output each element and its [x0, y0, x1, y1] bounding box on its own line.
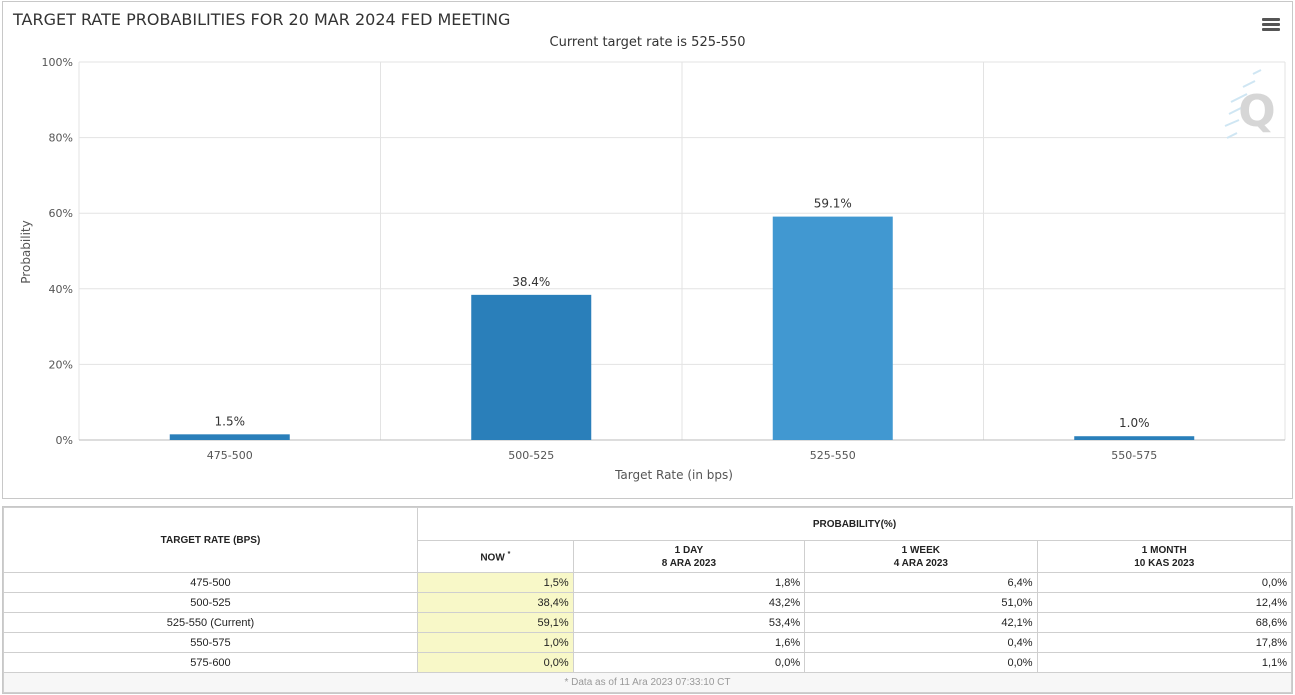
now-marker: *: [507, 551, 511, 559]
probability-table-panel: TARGET RATE (BPS) PROBABILITY(%) NOW * 1…: [2, 506, 1293, 694]
one-month-value: 68,6%: [1036, 612, 1293, 633]
data-label: 59.1%: [814, 197, 852, 211]
one-month-value: 1,1%: [1036, 652, 1293, 673]
chart-menu-button[interactable]: [1262, 18, 1280, 34]
watermark-letter: Q: [1238, 86, 1275, 137]
bar-chart: 0% 20% 40% 60% 80% 100% 1.5% 475-500 38.4% 500-52…: [19, 56, 1286, 482]
x-tick-label: 475-500: [207, 449, 253, 462]
one-month-value: 17,8%: [1036, 632, 1293, 653]
data-timestamp-footer: * Data as of 11 Ara 2023 07:33:10 CT: [3, 672, 1292, 693]
now-value: 1,5%: [416, 572, 574, 593]
bar-525-550: [772, 216, 893, 440]
x-tick-label: 500-525: [508, 449, 554, 462]
now-value: 59,1%: [416, 612, 574, 633]
one-week-value: 42,1%: [804, 612, 1038, 633]
one-month-header: 1 MONTH 10 KAS 2023: [1036, 540, 1293, 573]
one-month-value: 0,0%: [1036, 572, 1293, 593]
rate-cell-label: 525-550 (Current): [3, 612, 418, 633]
one-month-value: 12,4%: [1036, 592, 1293, 613]
one-week-header: 1 WEEK 4 ARA 2023: [804, 540, 1038, 573]
table-row: 525-550 (Current) 59,1% 53,4% 42,1% 68,6%: [3, 612, 1293, 633]
bar-500-525: [471, 294, 592, 440]
chart-title: TARGET RATE PROBABILITIES FOR 20 MAR 202…: [13, 10, 511, 29]
one-day-value: 0,0%: [572, 652, 806, 673]
chart-subtitle: Current target rate is 525-550: [549, 35, 746, 50]
data-label: 1.5%: [215, 414, 246, 428]
bar-550-575: [1074, 436, 1195, 440]
probability-table: TARGET RATE (BPS) PROBABILITY(%) NOW * 1…: [3, 507, 1293, 693]
one-day-value: 43,2%: [572, 592, 806, 613]
y-tick-label: 60%: [49, 207, 73, 220]
y-tick-label: 100%: [42, 56, 73, 69]
one-week-value: 0,0%: [804, 652, 1038, 673]
now-value: 1,0%: [416, 632, 574, 653]
bar-475-500: [169, 434, 290, 440]
table-row: 500-525 38,4% 43,2% 51,0% 12,4%: [3, 592, 1293, 613]
now-value: 0,0%: [416, 652, 574, 673]
rate-cell-label: 475-500: [3, 572, 418, 593]
one-week-value: 0,4%: [804, 632, 1038, 653]
y-tick-label: 80%: [49, 132, 73, 145]
data-label: 38.4%: [512, 275, 550, 289]
y-axis-title: Probability: [19, 220, 33, 283]
now-value: 38,4%: [416, 592, 574, 613]
one-day-header: 1 DAY 8 ARA 2023: [572, 540, 806, 573]
probability-header: PROBABILITY(%): [416, 507, 1293, 541]
y-tick-label: 40%: [49, 283, 73, 296]
x-tick-label: 550-575: [1111, 449, 1157, 462]
target-rate-header: TARGET RATE (BPS): [3, 507, 418, 573]
y-tick-label: 0%: [56, 434, 73, 447]
data-label: 1.0%: [1119, 416, 1150, 430]
rate-cell-label: 575-600: [3, 652, 418, 673]
one-day-value: 1,8%: [572, 572, 806, 593]
hamburger-icon: [1262, 18, 1280, 21]
watermark-logo-icon: Q: [1224, 69, 1276, 139]
one-day-value: 1,6%: [572, 632, 806, 653]
table-row: 475-500 1,5% 1,8% 6,4% 0,0%: [3, 572, 1293, 593]
chart-panel: 0% 20% 40% 60% 80% 100% 1.5% 475-500 38.4% 500-52…: [2, 1, 1293, 499]
one-week-value: 6,4%: [804, 572, 1038, 593]
rate-cell-label: 550-575: [3, 632, 418, 653]
x-tick-label: 525-550: [810, 449, 856, 462]
y-tick-label: 20%: [49, 358, 73, 371]
table-row: 550-575 1,0% 1,6% 0,4% 17,8%: [3, 632, 1293, 653]
table-row: 575-600 0,0% 0,0% 0,0% 1,1%: [3, 652, 1293, 673]
table-body: 475-500 1,5% 1,8% 6,4% 0,0% 500-525 38,4% 43,2%…: [3, 572, 1293, 673]
now-header: NOW *: [416, 540, 574, 573]
rate-cell-label: 500-525: [3, 592, 418, 613]
one-day-value: 53,4%: [572, 612, 806, 633]
x-axis-title: Target Rate (in bps): [614, 468, 733, 482]
one-week-value: 51,0%: [804, 592, 1038, 613]
